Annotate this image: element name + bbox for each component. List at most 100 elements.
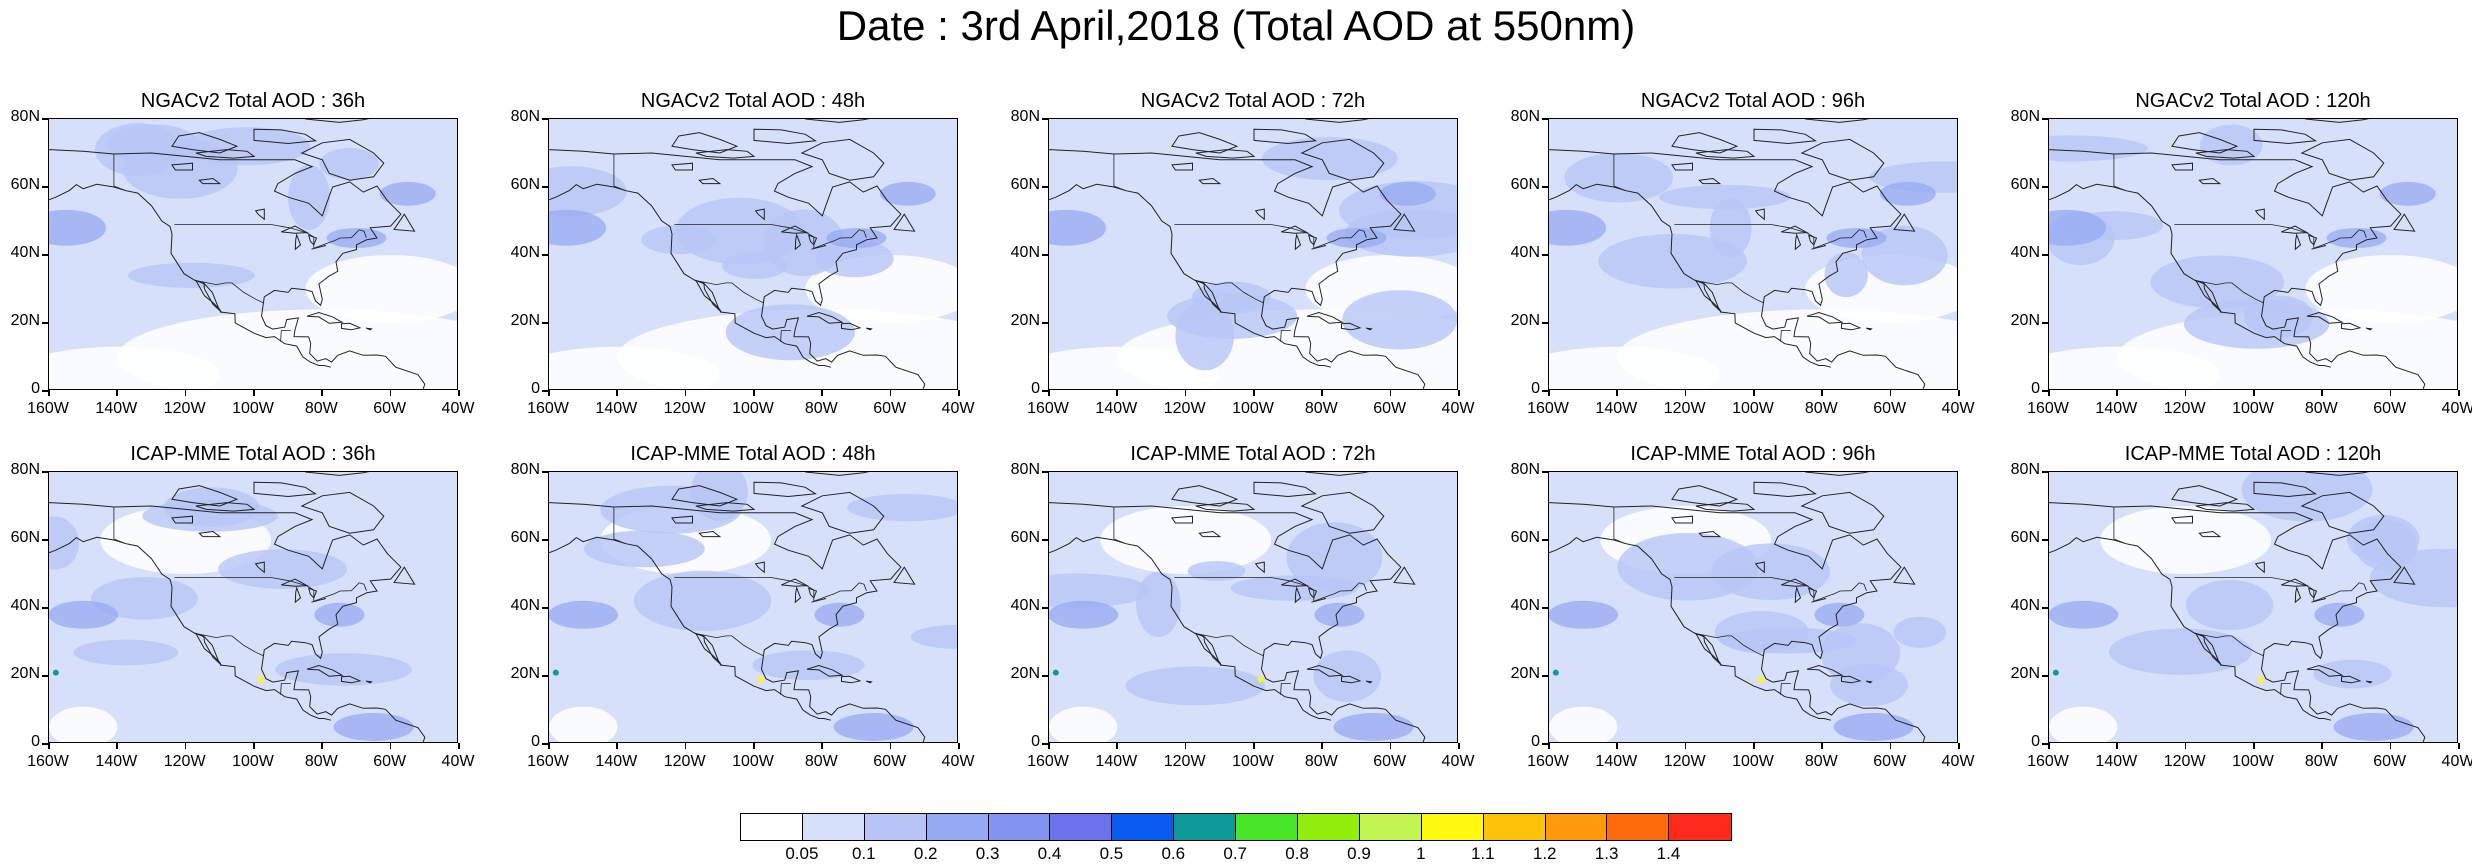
country-border [2280,330,2291,342]
country-border [2174,224,2367,249]
lon-tick [321,390,323,396]
lon-tick [1048,390,1050,396]
country-border [195,633,264,657]
lon-tick [1389,390,1392,396]
country-border [780,683,791,695]
lon-label: 140W [1095,400,1138,417]
lat-tick [42,471,48,473]
lat-label: 40N [1010,244,1040,261]
lat-tick [542,186,548,188]
lat-label: 40N [10,597,40,614]
coastline [2300,138,2385,181]
colorbar-swatch [1421,814,1484,840]
lon-tick [1048,743,1050,749]
aod-field [2049,472,2457,742]
lon-tick [1253,390,1255,396]
lat-tick [542,471,548,473]
lon-label: 120W [2163,753,2206,770]
coastline [1754,561,1765,574]
lon-label: 140W [2095,400,2138,417]
lon-tick [2458,390,2460,396]
lon-label: 120W [1663,753,1706,770]
lon-label: 80W [1304,753,1338,770]
coastline [2365,327,2373,331]
country-border [1613,507,1627,545]
lat-tick [1042,254,1048,256]
lat-tick [542,607,548,609]
country-border [1195,633,1264,657]
coastline [1806,311,1844,324]
lon-label: 160W [2027,400,2069,417]
coastline [811,598,826,603]
colorbar-swatch [1483,814,1546,840]
country-border [1113,507,1127,545]
coastline [805,472,870,476]
colorbar-swatch [802,814,865,840]
coastline [1698,530,1722,538]
lon-tick [958,390,960,396]
coastline [49,502,426,742]
lon-tick [321,743,323,749]
lon-label: 100W [1732,753,1774,770]
coastline [1300,138,1385,181]
lon-label: 80W [304,400,338,417]
lon-label: 120W [663,753,706,770]
coastline [305,119,370,123]
lat-tick [542,675,548,677]
lat-label: 80N [1510,108,1540,125]
coastline [1171,515,1193,524]
lon-tick [753,743,755,749]
colorbar-label: 0.7 [1223,844,1247,863]
lon-label: 40W [941,400,975,417]
colorbar-label: 1.1 [1470,844,1495,863]
coastline [811,245,826,250]
country-border [174,577,367,602]
coastline [1549,149,1926,389]
coastline [2306,311,2344,324]
coastline [1365,327,1373,331]
coastline [1311,245,1326,250]
country-border [780,330,791,342]
coastline [2171,162,2193,171]
coastline [865,680,873,684]
coastline [549,183,832,368]
coastline [2294,233,2302,251]
colorbar-label: 0.3 [975,844,1000,863]
lat-label: 40N [10,244,40,261]
lon-tick [116,743,118,749]
map-panel [2048,118,2458,390]
country-border [113,507,127,545]
coastline [754,561,765,574]
aod-field [1549,119,1957,389]
lat-label: 0 [2031,733,2040,750]
coastline [1198,177,1222,185]
lon-tick [548,390,550,396]
lon-tick [458,390,460,396]
lat-tick [2042,390,2048,392]
lon-tick [48,390,50,396]
lon-tick [1958,743,1960,749]
lon-tick [2253,390,2255,396]
coastline [2049,183,2332,368]
lon-label: 120W [1163,753,1206,770]
lat-tick [2042,675,2048,677]
coastline [2253,481,2317,498]
coastline [2311,598,2326,603]
country-border [2280,683,2291,695]
coastline [1841,675,1862,684]
coastline [893,566,916,585]
lat-tick [2042,607,2048,609]
lon-label: 60W [2373,753,2407,770]
lon-label: 100W [1232,400,1274,417]
lat-label: 80N [1010,108,1040,125]
lon-label: 80W [304,753,338,770]
lon-tick [1889,390,1892,396]
lon-tick [1458,390,1460,396]
coastline [2294,586,2302,604]
coastline [806,311,844,324]
coastline [2195,502,2256,512]
coastline [1695,502,1756,512]
lat-label: 20N [1010,312,1040,329]
coastline [1806,664,1844,677]
country-border [1695,633,1764,657]
